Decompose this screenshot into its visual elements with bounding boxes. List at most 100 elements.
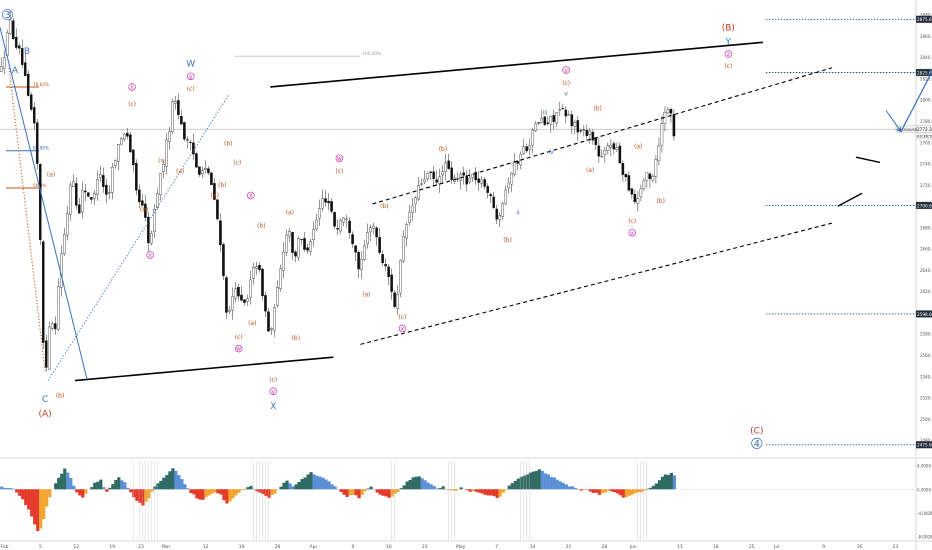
osc-bar [351,489,355,495]
osc-bar [516,478,520,490]
wave-label: (c) [724,63,732,70]
candle-body [26,73,30,96]
osc-bar [192,489,196,495]
wave-label: y [189,73,193,80]
candle-body [93,192,96,199]
candle-body [8,19,12,35]
osc-bar [384,489,388,497]
wave-label-circle [398,324,407,333]
candle-body [270,328,273,330]
osc-tick-label: -4.0000 [917,511,932,516]
wave-label: (b) [56,393,65,400]
y-tick-label: 2800.0 [920,98,932,103]
x-tick-label: 9 [352,544,355,550]
osc-bar [633,489,637,494]
wave-label-circle [1,9,14,21]
candle-body [0,66,3,72]
osc-bar [537,469,541,490]
osc-bar [672,475,677,490]
osc-bar [219,489,223,495]
candle-body [14,37,18,48]
y-tick-label: 2880.0 [920,13,932,18]
y-tick-label: 2840.0 [920,55,932,60]
y-tick-label: 2480.0 [920,438,932,443]
candle-body [582,129,586,131]
final-line-up [900,70,932,132]
y-axis: 2880.0 2860.0 2840.0 2820.0 2800.0 2780.0 2760… [920,13,932,443]
osc-bar [618,489,622,496]
candle-body [282,251,285,271]
candle-body [573,121,577,127]
countdown-box [915,132,932,140]
candle-body [456,178,459,180]
candle-body [198,166,201,175]
candle-body [53,323,57,330]
candle-body [75,183,78,206]
y-tick-label: 2720.0 [920,183,932,188]
y-tick-label: 2680.0 [920,225,932,230]
y-tick-label: 2500.0 [920,417,932,422]
wave-label-circle [751,437,763,449]
osc-bar [114,479,118,490]
osc-bar [120,480,124,490]
osc-bar [189,489,193,494]
osc-bar [108,487,112,490]
y-tick-label: 2760.0 [920,140,932,145]
candle-body [72,181,75,187]
osc-bar [99,479,103,490]
trendline-upper-W-Y [270,41,763,88]
candle-body [432,171,435,179]
osc-bar [153,486,157,490]
candle-body [396,294,399,310]
x-tick-label: 23 [893,544,899,550]
osc-bar [147,489,151,499]
candle-body [150,233,153,244]
wave-label: (c) [628,218,636,225]
candle-body [666,109,670,114]
candle-body [11,20,15,39]
osc-bar [144,489,148,502]
candle-body [498,215,502,220]
x-tick-label: 5 [39,544,42,550]
osc-bar [138,489,142,503]
y-tick-label: 2560.0 [920,353,932,358]
osc-bar [570,486,574,490]
candle-body [156,193,159,208]
candle-body [375,227,378,238]
osc-bar [441,486,445,490]
osc-bar [528,472,532,490]
candle-body [537,122,541,124]
osc-bar [303,477,307,490]
candle-body [612,143,616,150]
candle-body [480,179,483,184]
candle-body [84,190,87,193]
osc-bar [168,471,172,490]
candle-body [267,311,270,332]
trendline-lower-C-X [75,356,334,382]
x-tick-label: 18 [713,544,719,550]
osc-bar [135,489,139,501]
candle-body [111,166,114,193]
candle-body [117,144,120,162]
candle-body [135,163,138,191]
candle-body [129,134,132,153]
x-tick-label: 19 [109,544,115,550]
candle-body [645,172,649,181]
candle-body [258,264,261,270]
osc-bar [606,489,610,491]
candle-body [399,260,402,294]
wave-label: (b) [140,206,149,213]
osc-bar [93,482,97,490]
osc-bar [354,489,358,496]
candle-body [360,259,363,271]
wave-labels: 3 BA C (A) (a) (b) ii (c) Wy (c) (a) (b) x (a) (b) (c) (… [1,9,763,450]
price-tag: 2772.3 [917,127,932,132]
candle-body [657,145,661,161]
wave-label: (a) [158,157,166,164]
osc-bar [657,480,662,490]
x-tick-label: 16 [386,544,392,550]
wave-label: w [337,155,342,162]
